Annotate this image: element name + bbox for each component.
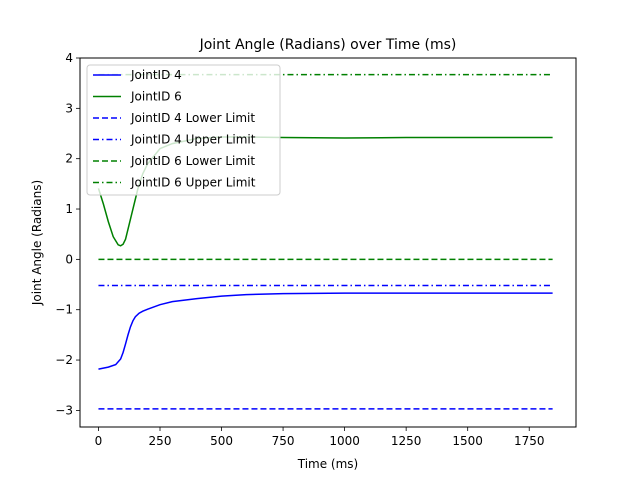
- x-tick-label: 1250: [391, 434, 422, 448]
- series-line-0: [98, 292, 553, 370]
- x-tick-label: 1000: [329, 434, 360, 448]
- chart-title: Joint Angle (Radians) over Time (ms): [199, 37, 457, 53]
- legend-entry-label: JointID 6 Upper Limit: [130, 176, 256, 190]
- x-tick-label: 250: [149, 434, 172, 448]
- legend-entry-label: JointID 4 Upper Limit: [130, 133, 256, 147]
- y-tick-label: −1: [55, 303, 73, 317]
- x-axis-label: Time (ms): [297, 457, 359, 471]
- plot-area-frame: [79, 57, 577, 428]
- legend-entry-label: JointID 4 Lower Limit: [130, 111, 255, 125]
- y-axis-label: Joint Angle (Radians): [30, 180, 44, 306]
- y-axis: −3 −2 −1 0 1 2 3 4: [55, 51, 80, 417]
- y-tick-label: −2: [55, 353, 73, 367]
- legend-entry-label: JointID 4: [130, 68, 182, 82]
- y-tick-label: −3: [55, 403, 73, 417]
- y-tick-label: 2: [65, 152, 73, 166]
- x-tick-label: 500: [210, 434, 233, 448]
- legend-entry-label: JointID 6: [130, 90, 182, 104]
- x-tick-label: 750: [272, 434, 295, 448]
- y-tick-label: 1: [65, 202, 73, 216]
- x-tick-label: 1500: [452, 434, 483, 448]
- x-tick-label: 0: [95, 434, 103, 448]
- legend-box: [86, 64, 281, 196]
- y-tick-label: 3: [65, 101, 73, 115]
- x-tick-label: 1750: [514, 434, 545, 448]
- legend: JointID 4 JointID 6 JointID 4 Lower Limit J…: [86, 64, 281, 196]
- x-axis: 0 250 500 750 1000 1250 1500 1750: [95, 427, 545, 448]
- legend-entry-label: JointID 6 Lower Limit: [130, 154, 255, 168]
- y-tick-label: 4: [65, 51, 73, 65]
- y-tick-label: 0: [65, 252, 73, 266]
